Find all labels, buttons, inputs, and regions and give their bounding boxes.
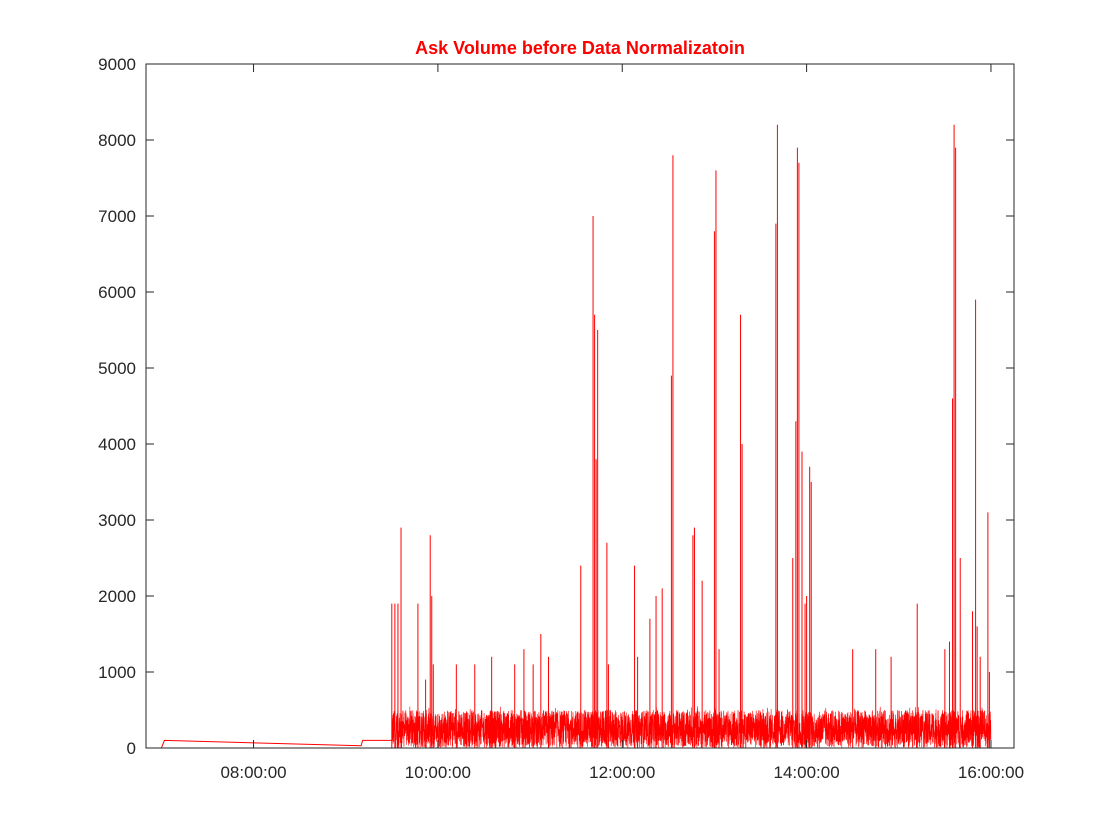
x-tick-label: 12:00:00 — [589, 763, 655, 782]
y-tick-label: 7000 — [98, 207, 136, 226]
plot-data — [160, 124, 992, 749]
y-tick-label: 8000 — [98, 131, 136, 150]
series-line-0 — [160, 739, 392, 749]
x-tick-label: 10:00:00 — [405, 763, 471, 782]
y-tick-label: 9000 — [98, 55, 136, 74]
y-tick-label: 1000 — [98, 663, 136, 682]
x-tick-label: 08:00:00 — [220, 763, 286, 782]
y-tick-label: 4000 — [98, 435, 136, 454]
x-axis: 08:00:00 10:00:00 12:00:00 14:00:00 16:00:00 — [220, 64, 1024, 782]
dense-noise-line — [391, 706, 992, 749]
plot-frame — [145, 63, 1015, 749]
y-tick-label: 3000 — [98, 511, 136, 530]
y-tick-label: 2000 — [98, 587, 136, 606]
y-tick-label: 6000 — [98, 283, 136, 302]
y-tick-label: 0 — [127, 739, 136, 758]
y-axis: 0 1000 2000 3000 4000 5000 6000 7000 8000 9000 — [98, 55, 1014, 758]
chart-title: Ask Volume before Data Normalizatoin — [415, 38, 745, 58]
x-tick-label: 16:00:00 — [958, 763, 1024, 782]
x-tick-label: 14:00:00 — [774, 763, 840, 782]
y-tick-label: 5000 — [98, 359, 136, 378]
